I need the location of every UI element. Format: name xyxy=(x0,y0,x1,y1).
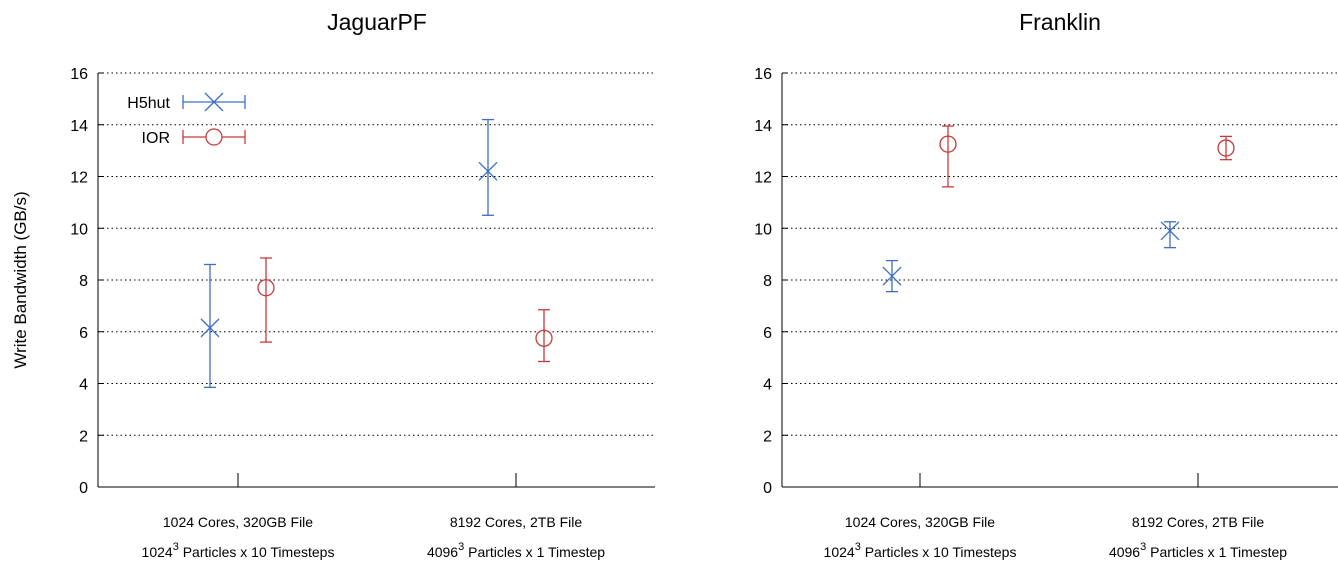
chart-franklin: Franklin 0 2 4 6 8 10 12 14 16 1024 Cores, 320GB… xyxy=(754,9,1338,560)
chart-title: Franklin xyxy=(1019,9,1101,35)
category-sublabel-base: 1024 xyxy=(824,544,855,560)
y-tick-label: 12 xyxy=(70,170,88,187)
y-tick-label: 12 xyxy=(754,170,772,187)
category-sublabel-base: 1024 xyxy=(142,544,173,560)
data-point xyxy=(939,125,957,188)
chart-title: JaguarPF xyxy=(327,9,427,35)
data-point xyxy=(257,257,275,343)
legend-symbol xyxy=(182,128,246,146)
y-tick-label: 0 xyxy=(763,480,772,497)
circle-marker xyxy=(257,279,275,297)
y-tick-label: 8 xyxy=(763,273,772,290)
data-point xyxy=(200,263,220,389)
category-sublabel-superscript: 3 xyxy=(855,541,861,553)
x-category-sublabel: 10243 Particles x 10 Timesteps xyxy=(142,541,335,560)
y-tick-label: 10 xyxy=(754,221,772,238)
category-sublabel-rest: Particles x 10 Timesteps xyxy=(179,544,335,560)
y-tick-label: 16 xyxy=(754,66,772,83)
category-sublabel-base: 4096 xyxy=(427,544,458,560)
legend-label: H5hut xyxy=(127,95,170,112)
category-sublabel-rest: Particles x 1 Timestep xyxy=(464,544,605,560)
circle-marker xyxy=(205,128,223,146)
y-axis-label: Write Bandwidth (GB/s) xyxy=(11,191,30,368)
x-category-sublabel: 40963 Particles x 1 Timestep xyxy=(1109,541,1287,560)
category-sublabel-base: 4096 xyxy=(1109,544,1140,560)
legend: H5hut IOR xyxy=(127,92,246,147)
y-tick-label: 2 xyxy=(79,428,88,445)
gridlines xyxy=(98,72,655,436)
y-tick-label: 2 xyxy=(763,428,772,445)
x-category-sublabel: 40963 Particles x 1 Timestep xyxy=(427,541,605,560)
category-sublabel-superscript: 3 xyxy=(173,541,179,553)
category-sublabel-superscript: 3 xyxy=(458,541,464,553)
x-category-sublabel: 10243 Particles x 10 Timesteps xyxy=(824,541,1017,560)
data-marks xyxy=(200,118,553,389)
data-point xyxy=(882,259,902,293)
x-category-label: 8192 Cores, 2TB File xyxy=(450,514,582,530)
y-tick-label: 4 xyxy=(763,377,772,394)
data-point xyxy=(478,118,498,216)
circle-marker xyxy=(535,329,553,347)
y-tick-label: 6 xyxy=(79,325,88,342)
y-tick-label: 6 xyxy=(763,325,772,342)
x-marker xyxy=(200,318,220,338)
y-tick-label: 8 xyxy=(79,273,88,290)
y-ticks: 0 2 4 6 8 10 12 14 16 xyxy=(754,66,788,497)
legend-item: IOR xyxy=(142,128,246,147)
x-marker xyxy=(204,92,224,112)
y-tick-label: 10 xyxy=(70,221,88,238)
circle-marker xyxy=(939,135,957,153)
category-sublabel-rest: Particles x 1 Timestep xyxy=(1146,544,1287,560)
x-marker xyxy=(882,266,902,286)
y-tick-label: 4 xyxy=(79,377,88,394)
x-marker xyxy=(478,161,498,181)
y-tick-label: 14 xyxy=(70,118,88,135)
x-marker xyxy=(1160,221,1180,241)
chart-jaguarpf: JaguarPF 0 2 4 6 8 10 12 14 16 1024 Cores, 320GB… xyxy=(70,9,655,560)
legend-label: IOR xyxy=(142,130,170,147)
category-sublabel-rest: Particles x 10 Timesteps xyxy=(861,544,1017,560)
data-point xyxy=(535,309,553,363)
y-tick-label: 0 xyxy=(79,480,88,497)
gridlines xyxy=(782,72,1338,436)
y-tick-label: 14 xyxy=(754,118,772,135)
x-category-label: 1024 Cores, 320GB File xyxy=(163,514,313,530)
legend-symbol xyxy=(182,92,246,112)
data-point xyxy=(1160,221,1180,249)
category-sublabel-superscript: 3 xyxy=(1140,541,1146,553)
data-marks xyxy=(882,125,1235,293)
legend-item: H5hut xyxy=(127,92,246,112)
data-point xyxy=(1217,135,1235,161)
y-tick-label: 16 xyxy=(70,66,88,83)
x-category-label: 8192 Cores, 2TB File xyxy=(1132,514,1264,530)
circle-marker xyxy=(1217,139,1235,157)
x-category-label: 1024 Cores, 320GB File xyxy=(845,514,995,530)
y-ticks: 0 2 4 6 8 10 12 14 16 xyxy=(70,66,104,497)
